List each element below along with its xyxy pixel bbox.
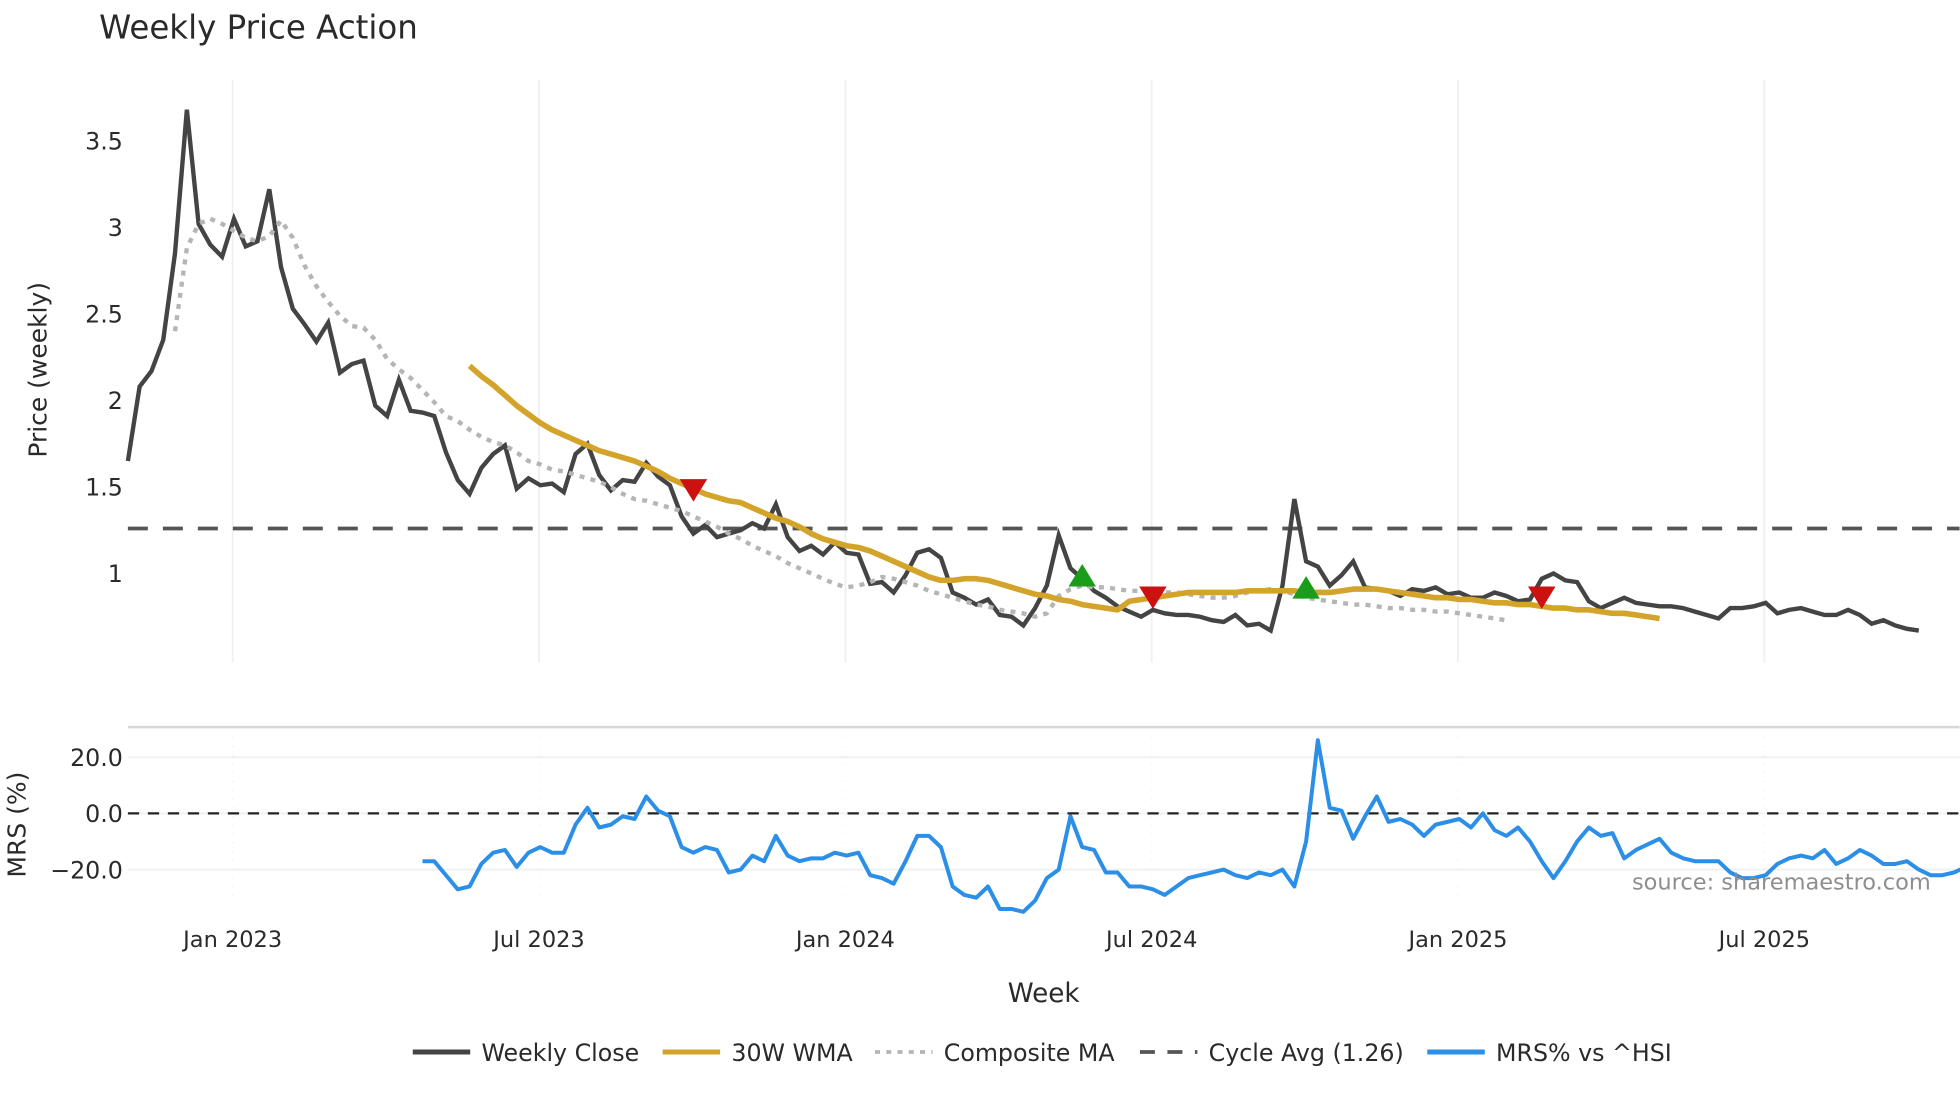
mrs-y-axis-ticks: 20.0 0.0 −20.0 [50, 744, 123, 884]
legend: Weekly Close 30W WMA Composite MA Cycle Avg… [412, 1039, 1672, 1067]
price-gridlines [231, 79, 1766, 663]
legend-item-label: Cycle Avg (1.26) [1209, 1039, 1404, 1067]
mrs-series [127, 738, 1960, 914]
price-y-tick-label: 1 [108, 560, 123, 588]
price-y-tick-label: 3 [108, 214, 123, 242]
x-axis-label: Week [1008, 979, 1081, 1009]
mrs-panel: 20.0 0.0 −20.0 MRS (%) source: sharemaestr… [2, 737, 1960, 914]
price-y-axis-ticks: 3.5 3 2.5 2 1.5 1 [85, 128, 123, 589]
legend-item-label: Weekly Close [481, 1039, 639, 1067]
x-tick-label: Jan 2025 [1407, 927, 1508, 953]
wma-line [467, 363, 1660, 622]
mrs-y-tick-label: 20.0 [70, 744, 123, 772]
legend-item-label: MRS% vs ^HSI [1496, 1039, 1672, 1067]
price-y-tick-label: 2 [108, 387, 123, 415]
x-tick-label: Jul 2023 [491, 927, 584, 953]
sell-signal-triangle-down-icon [1528, 586, 1556, 609]
mrs-y-axis-label: MRS (%) [2, 772, 31, 878]
chart-title: Weekly Price Action [99, 9, 418, 47]
sell-signal-triangle-down-icon [679, 479, 708, 502]
x-tick-label: Jul 2024 [1104, 927, 1197, 953]
mrs-y-tick-label: −20.0 [50, 856, 123, 884]
signal-markers [679, 479, 1556, 609]
source-note: source: sharemaestro.com [1632, 870, 1931, 896]
x-tick-label: Jul 2025 [1717, 927, 1810, 953]
price-series [125, 109, 1960, 634]
legend-item-label: Composite MA [944, 1039, 1116, 1067]
sell-signal-triangle-down-icon [1139, 586, 1167, 609]
mrs-line [422, 738, 1960, 914]
x-tick-label: Jan 2024 [794, 927, 895, 953]
composite-ma-line [172, 216, 1507, 623]
buy-signal-triangle-up-icon [1292, 576, 1320, 599]
price-y-tick-label: 3.5 [85, 128, 123, 156]
x-tick-label: Jan 2023 [181, 927, 282, 953]
weekly-close-line [125, 109, 1920, 634]
mrs-y-tick-label: 0.0 [85, 800, 123, 828]
price-panel: 3.5 3 2.5 2 1.5 1 Price (weekly) [24, 79, 1960, 663]
legend-item-label: 30W WMA [731, 1039, 853, 1067]
x-axis-ticks: Jan 2023 Jul 2023 Jan 2024 Jul 2024 Jan 2025… [181, 927, 1810, 953]
price-y-axis-label: Price (weekly) [24, 282, 53, 458]
price-y-tick-label: 1.5 [85, 474, 123, 502]
buy-signal-triangle-up-icon [1068, 563, 1096, 587]
price-y-tick-label: 2.5 [85, 301, 123, 329]
